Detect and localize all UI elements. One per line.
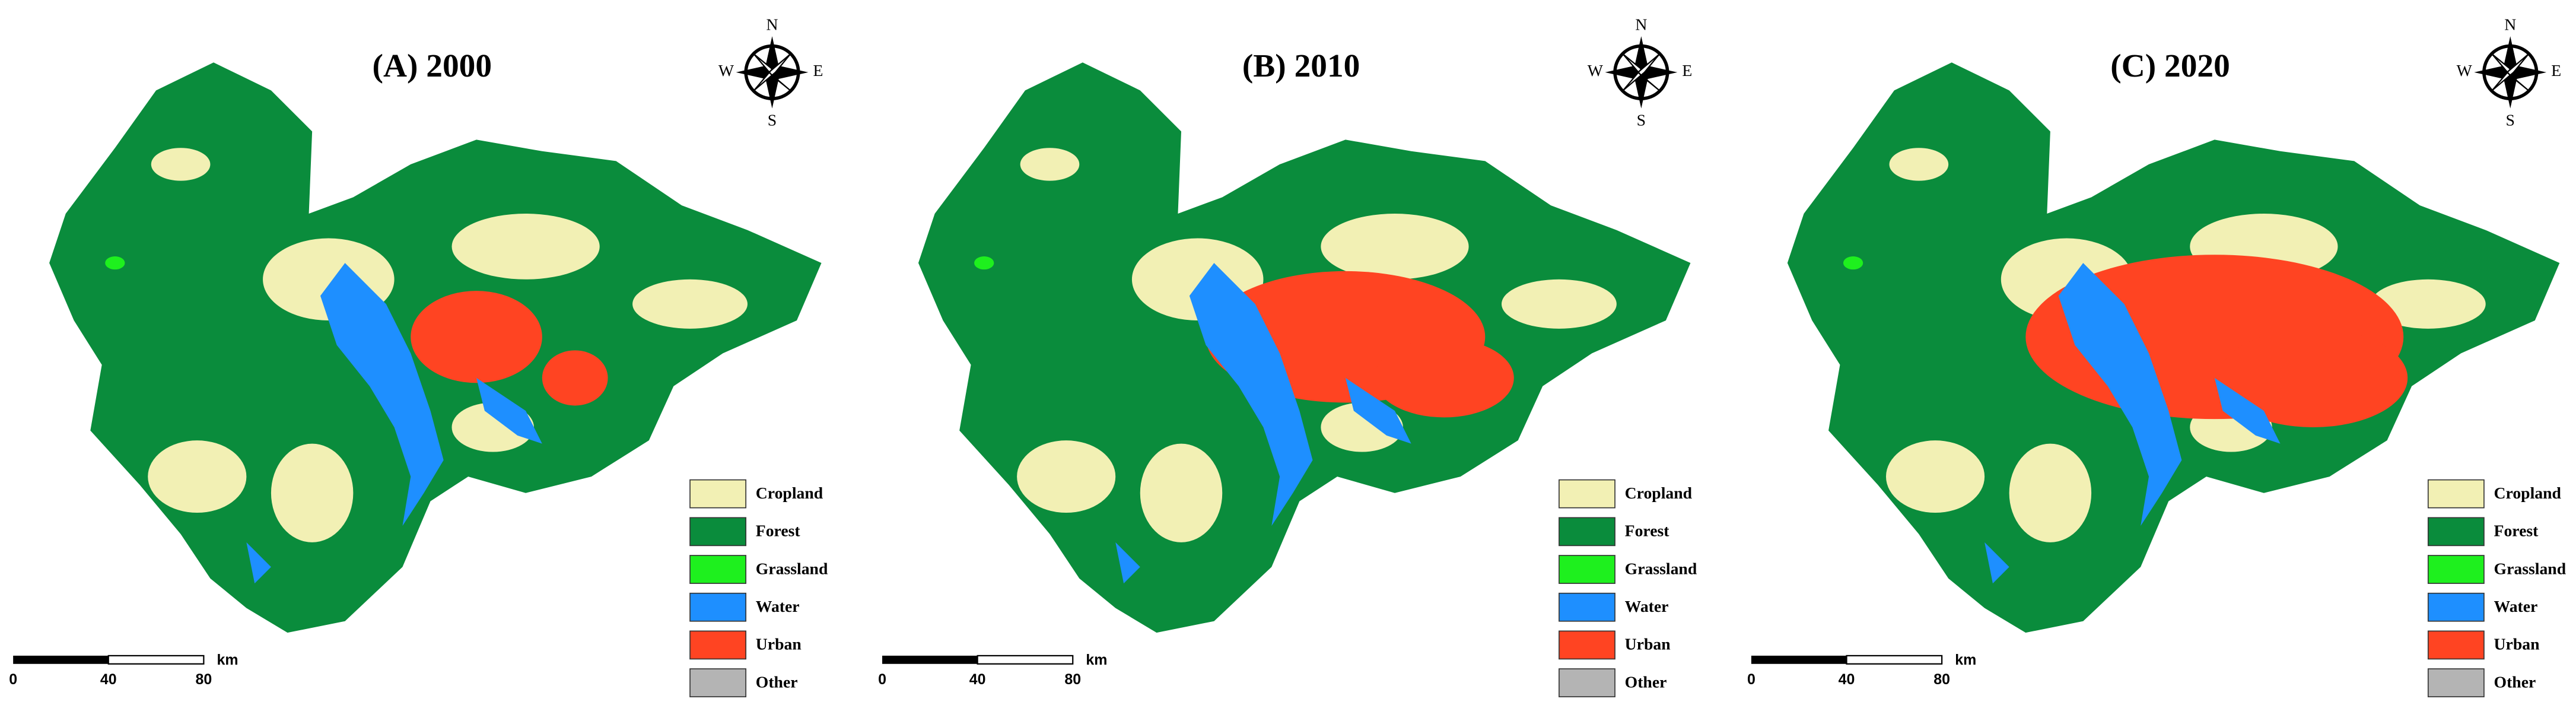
legend-label: Forest bbox=[2494, 522, 2539, 540]
compass-w: W bbox=[1588, 61, 1604, 80]
scale-bar-white bbox=[107, 655, 205, 665]
legend-swatch bbox=[689, 592, 747, 622]
legend-swatch bbox=[689, 555, 747, 584]
compass-n: N bbox=[766, 15, 778, 34]
legend-swatch bbox=[1559, 592, 1615, 622]
legend-label: Other bbox=[1625, 672, 1667, 691]
legend-swatch bbox=[689, 630, 747, 660]
land-cover-map bbox=[918, 62, 1691, 633]
grassland-area bbox=[105, 256, 125, 270]
scale-bar-label: 40 bbox=[1839, 671, 1855, 688]
legend-label: Urban bbox=[756, 635, 802, 653]
panel-title: (C) 2020 bbox=[2110, 47, 2230, 84]
scale-bar-unit: km bbox=[217, 652, 238, 668]
scale-bar-label: 80 bbox=[196, 671, 212, 688]
legend-swatch bbox=[1559, 630, 1615, 660]
scale-bar-unit: km bbox=[1086, 652, 1107, 668]
legend-label: Cropland bbox=[2494, 484, 2562, 502]
urban-area bbox=[1374, 338, 1514, 418]
map-panel: (B) 2010 N S W E Cropland Forest Grassland Water… bbox=[878, 15, 1697, 697]
compass-n: N bbox=[1635, 15, 1647, 34]
legend-label: Grassland bbox=[756, 559, 828, 577]
scale-bar-label: 40 bbox=[969, 671, 986, 688]
legend-swatch bbox=[2427, 630, 2485, 660]
scale-bar-black bbox=[1751, 655, 1847, 664]
map-panel: (A) 2000 N S W E Cropland Forest Grassland Water… bbox=[9, 15, 828, 697]
scale-bar-black bbox=[882, 655, 978, 664]
compass-e: E bbox=[813, 61, 823, 80]
compass-s: S bbox=[2506, 110, 2515, 129]
legend-swatch bbox=[1559, 517, 1615, 547]
legend-swatch bbox=[1559, 668, 1615, 697]
legend-swatch bbox=[1559, 555, 1615, 584]
map-panel: (C) 2020 N S W E Cropland Forest Grassland Water… bbox=[1747, 15, 2567, 697]
legend-swatch bbox=[2427, 592, 2485, 622]
scale-bar-label: 0 bbox=[878, 671, 886, 688]
grassland-area bbox=[974, 256, 994, 270]
legend-label: Forest bbox=[756, 522, 801, 540]
scale-bar-black bbox=[13, 655, 109, 664]
legend-swatch bbox=[2427, 668, 2485, 697]
legend-label: Cropland bbox=[1625, 484, 1693, 502]
urban-area bbox=[2218, 328, 2408, 427]
compass-star-minor bbox=[753, 53, 791, 91]
compass-w: W bbox=[2457, 61, 2473, 80]
compass: N S W E bbox=[718, 15, 823, 129]
compass: N S W E bbox=[1588, 15, 1693, 129]
legend-label: Water bbox=[2494, 597, 2538, 615]
legend-swatch bbox=[1559, 479, 1615, 509]
land-cover-map bbox=[1787, 62, 2560, 633]
compass-star-minor bbox=[2491, 53, 2529, 91]
compass-star-minor bbox=[1623, 53, 1660, 91]
legend-swatch bbox=[2427, 479, 2485, 509]
legend-swatch bbox=[689, 479, 747, 509]
legend-label: Other bbox=[756, 672, 798, 691]
legend-label: Urban bbox=[1625, 635, 1671, 653]
scale-bar-label: 0 bbox=[9, 671, 17, 688]
scale-bar-label: 0 bbox=[1747, 671, 1756, 688]
legend-swatch bbox=[2427, 517, 2485, 547]
scale-bar-unit: km bbox=[1955, 652, 1976, 668]
land-cover-map bbox=[49, 62, 822, 633]
legend-swatch bbox=[689, 668, 747, 697]
legend-label: Cropland bbox=[756, 484, 823, 502]
legend-label: Other bbox=[2494, 672, 2536, 691]
legend-label: Water bbox=[756, 597, 800, 615]
legend-label: Water bbox=[1625, 597, 1669, 615]
urban-area bbox=[542, 350, 608, 406]
scale-bar-label: 40 bbox=[100, 671, 117, 688]
grassland-area bbox=[1843, 256, 1863, 270]
compass-s: S bbox=[1637, 110, 1646, 129]
compass-s: S bbox=[768, 110, 777, 129]
compass-n: N bbox=[2504, 15, 2516, 34]
panel-title: (A) 2000 bbox=[373, 47, 492, 84]
scale-bar-white bbox=[1846, 655, 1943, 665]
scale-bar-label: 80 bbox=[1064, 671, 1081, 688]
legend-label: Grassland bbox=[2494, 559, 2567, 577]
legend-swatch bbox=[689, 517, 747, 547]
compass-w: W bbox=[718, 61, 734, 80]
compass-e: E bbox=[1682, 61, 1692, 80]
compass-e: E bbox=[2551, 61, 2561, 80]
legend-label: Forest bbox=[1625, 522, 1670, 540]
urban-area bbox=[411, 291, 542, 383]
panel-title: (B) 2010 bbox=[1242, 47, 1360, 84]
legend-label: Grassland bbox=[1625, 559, 1697, 577]
compass: N S W E bbox=[2457, 15, 2562, 129]
legend-swatch bbox=[2427, 555, 2485, 584]
legend-label: Urban bbox=[2494, 635, 2540, 653]
scale-bar-white bbox=[977, 655, 1074, 665]
scale-bar-label: 80 bbox=[1933, 671, 1950, 688]
